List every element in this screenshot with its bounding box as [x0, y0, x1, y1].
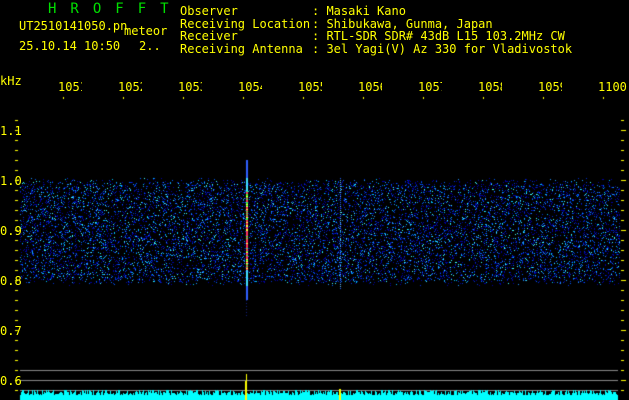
freq-label: 1058 — [478, 80, 502, 94]
freq-label: 1053 — [178, 80, 202, 94]
freq-label: 1054 — [238, 80, 262, 94]
station-info: Observer: Masaki Kano Receiving Location… — [180, 5, 572, 55]
file-type: meteor — [124, 24, 168, 38]
y-axis-label: 1.0 — [0, 174, 22, 188]
location-row: Receiving Location: Shibukawa, Gunma, Ja… — [180, 16, 493, 31]
label: Receiving Antenna — [180, 41, 303, 56]
antenna-row: Receiving Antenna: 3el Yagi(V) Az 330 fo… — [180, 41, 573, 56]
freq-label: 1057 — [418, 80, 442, 94]
freq-label: 1056 — [358, 80, 382, 94]
freq-label: 1059 — [538, 80, 562, 94]
value: Masaki Kano — [326, 4, 406, 18]
y-axis-label: 0.8 — [0, 274, 22, 288]
y-axis-label: 1.1 — [0, 124, 22, 138]
value: RTL-SDR SDR# 43dB L15 103.2MHz CW — [326, 29, 565, 43]
y-axis-label: 0.7 — [0, 324, 22, 338]
y-axis-label: 0.9 — [0, 224, 22, 238]
observer-row: Observer: Masaki Kano — [180, 4, 406, 18]
file-count: 2.. — [139, 39, 161, 53]
label: Observer — [180, 4, 238, 18]
freq-label: 1100 — [598, 80, 627, 94]
app-title: HROFFT — [48, 1, 183, 17]
y-axis-label: 0.6 — [0, 374, 22, 388]
file-name: UT2510141050.pn — [19, 19, 128, 33]
label: Receiver — [180, 29, 238, 43]
freq-label: 1055 — [298, 80, 322, 94]
freq-unit: kHz — [0, 74, 22, 88]
receiver-row: Receiver: RTL-SDR SDR# 43dB L15 103.2MHz… — [180, 29, 565, 43]
label: Receiving Location — [180, 16, 311, 31]
file-datetime: 25.10.14 10:50 — [19, 39, 121, 53]
freq-label: 1052 — [118, 80, 142, 94]
value: 3el Yagi(V) Az 330 for Vladivostok — [326, 41, 573, 56]
value: Shibukawa, Gunma, Japan — [326, 16, 493, 31]
